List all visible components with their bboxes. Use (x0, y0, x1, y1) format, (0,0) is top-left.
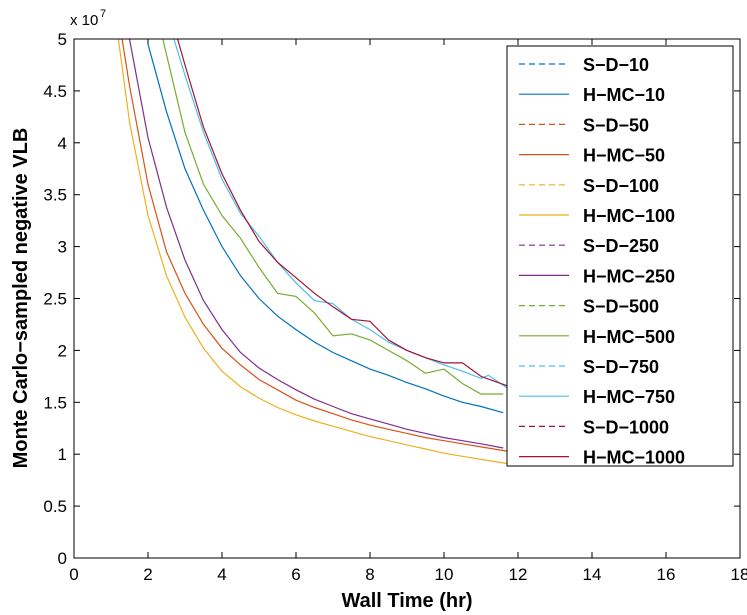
x-tick-label: 12 (509, 565, 528, 584)
series-line-9 (162, 38, 504, 395)
legend-label-10: S−D−750 (583, 357, 659, 377)
ticks-layer: 0 2 4 6 8 10 12 14 16 18 0 0.5 1 1.5 2 2.5 3 3.5 4 4.5 5 (43, 30, 747, 584)
legend-label-12: S−D−1000 (583, 417, 669, 437)
legend-label-3: H−MC−50 (583, 146, 665, 166)
series-line-13 (177, 38, 508, 387)
legend-label-1: H−MC−10 (583, 85, 665, 105)
plot-frame (73, 38, 741, 559)
legend-label-4: S−D−100 (583, 176, 659, 196)
legend-label-9: H−MC−500 (583, 327, 675, 347)
y-tick-label: 3.5 (43, 186, 67, 205)
x-tick-label: 10 (435, 565, 454, 584)
y-tick-label: 3 (58, 238, 67, 257)
legend-label-5: H−MC−100 (583, 206, 675, 226)
y-tick-label: 4 (58, 134, 67, 153)
x-tick-label: 0 (69, 565, 78, 584)
y-tick-label: 0.5 (43, 497, 67, 516)
legend: S−D−10 H−MC−10 S−D−50 H−MC−50 S−D−100 H−MC−10… (506, 45, 734, 468)
y-tick-label: 0 (58, 549, 67, 568)
x-tick-label: 16 (657, 565, 676, 584)
series-layer (117, 38, 508, 465)
x-tick-label: 8 (365, 565, 374, 584)
series-line-11 (173, 38, 508, 389)
x-tick-label: 6 (291, 565, 300, 584)
x-tick-label: 2 (143, 565, 152, 584)
legend-label-7: H−MC−250 (583, 266, 675, 286)
series-line-1 (147, 44, 504, 414)
y-scale-label: x 10 (70, 12, 98, 29)
legend-label-11: H−MC−750 (583, 387, 675, 407)
series-line-7 (128, 38, 504, 449)
x-axis-label: Wall Time (hr) (341, 590, 472, 612)
series-line-3 (121, 38, 507, 452)
legend-label-8: S−D−500 (583, 297, 659, 317)
legend-label-2: S−D−50 (583, 115, 649, 135)
y-tick-label: 4.5 (43, 82, 67, 101)
legend-label-0: S−D−10 (583, 55, 649, 75)
y-scale-exponent: 7 (100, 8, 106, 20)
y-tick-label: 1.5 (43, 393, 67, 412)
y-tick-label: 5 (58, 30, 67, 49)
x-tick-label: 14 (583, 565, 602, 584)
legend-label-6: S−D−250 (583, 236, 659, 256)
legend-label-13: H−MC−1000 (583, 448, 685, 468)
y-tick-label: 1 (58, 445, 67, 464)
y-tick-label: 2 (58, 341, 67, 360)
series-line-5 (117, 38, 507, 465)
x-tick-label: 18 (731, 565, 747, 584)
y-axis-label: Monte Carlo−sampled negative VLB (10, 128, 32, 469)
y-tick-label: 2.5 (43, 290, 67, 309)
x-tick-label: 4 (217, 565, 226, 584)
